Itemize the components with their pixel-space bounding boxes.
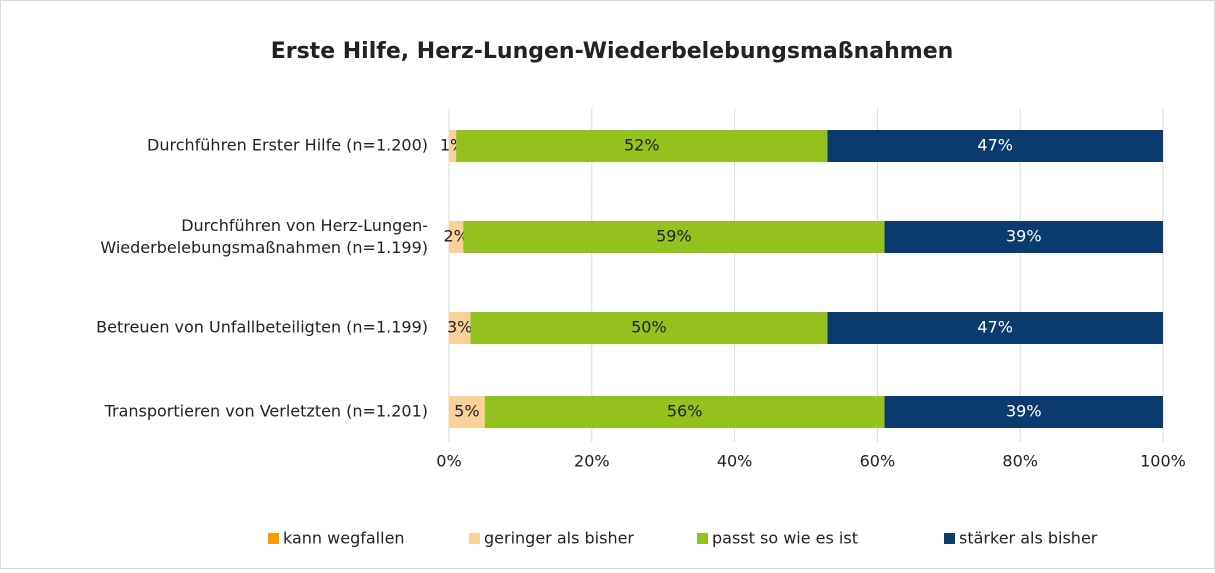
- x-tick-label: 80%: [1002, 452, 1038, 471]
- x-tick-label: 20%: [574, 452, 610, 471]
- y-tick-label: Betreuen von Unfallbeteiligten (n=1.199): [96, 318, 428, 337]
- x-tick-label: 0%: [436, 452, 461, 471]
- bar-segment: [484, 396, 885, 428]
- data-label: 3%: [447, 318, 472, 337]
- bar-segment: [449, 396, 485, 428]
- data-label: 5%: [454, 402, 479, 421]
- data-label: 47%: [977, 136, 1013, 155]
- bar-segment: [884, 396, 1163, 428]
- bar-segment: [470, 312, 828, 344]
- data-label: 56%: [667, 402, 703, 421]
- data-label: 59%: [656, 227, 692, 246]
- bar-segment: [827, 312, 1163, 344]
- data-label: 47%: [977, 318, 1013, 337]
- legend-label: kann wegfallen: [283, 529, 405, 548]
- data-label: 39%: [1006, 227, 1042, 246]
- bar-segment: [827, 130, 1163, 162]
- y-tick-label: Durchführen Erster Hilfe (n=1.200): [147, 136, 428, 155]
- chart-title: Erste Hilfe, Herz-Lungen-Wiederbelebungs…: [271, 39, 954, 64]
- y-tick-label: Durchführen von Herz-Lungen-Wiederbelebu…: [100, 216, 428, 257]
- x-tick-label: 100%: [1140, 452, 1186, 471]
- bar-segment: [449, 130, 457, 162]
- data-label: 50%: [631, 318, 667, 337]
- y-tick-label: Transportieren von Verletzten (n=1.201): [104, 402, 428, 421]
- bar-segment: [449, 312, 471, 344]
- bar-segment: [456, 130, 828, 162]
- legend-label: passt so wie es ist: [712, 529, 858, 548]
- legend-label: geringer als bisher: [484, 529, 634, 548]
- data-label: 2%: [443, 227, 468, 246]
- x-tick-label: 60%: [860, 452, 896, 471]
- legend-swatch: [268, 533, 279, 544]
- legend-swatch: [697, 533, 708, 544]
- legend-swatch: [469, 533, 480, 544]
- bar-segment: [884, 221, 1163, 253]
- x-tick-label: 40%: [717, 452, 753, 471]
- legend-label: stärker als bisher: [959, 529, 1098, 548]
- legend-swatch: [944, 533, 955, 544]
- bar-segment: [449, 221, 464, 253]
- data-label: 39%: [1006, 402, 1042, 421]
- data-label: 52%: [624, 136, 660, 155]
- bar-segment: [463, 221, 885, 253]
